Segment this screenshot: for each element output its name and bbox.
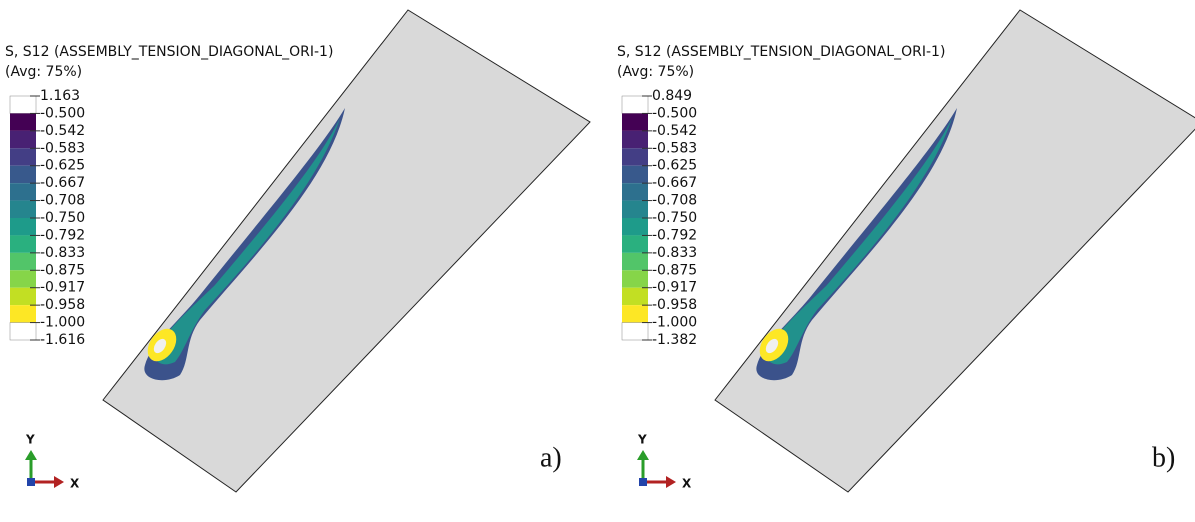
legend-swatch xyxy=(10,218,36,235)
legend-label: -0.833 xyxy=(40,245,85,261)
legend-label: -0.542 xyxy=(652,123,697,139)
legend-swatch xyxy=(10,166,36,183)
legend-label: -0.958 xyxy=(40,297,85,313)
legend-label: -1.616 xyxy=(40,332,85,348)
legend-label: 0.849 xyxy=(652,88,692,104)
legend-swatch xyxy=(622,131,648,148)
axis-y-label: Y xyxy=(25,433,35,447)
legend-swatch xyxy=(622,148,648,165)
legend-label: -0.708 xyxy=(40,193,85,209)
legend-label: -0.500 xyxy=(652,105,697,121)
panel-label: b) xyxy=(1152,442,1175,473)
legend-swatch xyxy=(622,305,648,322)
axis-x-label: X xyxy=(682,477,692,491)
legend-label: 1.163 xyxy=(40,88,80,104)
legend-swatch xyxy=(10,96,36,113)
plate xyxy=(715,10,1195,492)
legend-label: -0.917 xyxy=(652,280,697,296)
legend-swatch xyxy=(10,305,36,322)
legend-label: -0.792 xyxy=(40,227,85,243)
legend-swatch xyxy=(10,131,36,148)
panel-label: a) xyxy=(540,442,562,473)
plate xyxy=(103,10,590,492)
legend-label: -0.958 xyxy=(652,297,697,313)
legend-swatch xyxy=(10,253,36,270)
legend-swatch xyxy=(622,323,648,340)
legend-swatch xyxy=(622,288,648,305)
legend-label: -0.917 xyxy=(40,280,85,296)
legend-swatch xyxy=(622,201,648,218)
legend-label: -1.000 xyxy=(652,315,697,331)
legend-label: -0.583 xyxy=(40,140,85,156)
legend-swatch xyxy=(10,323,36,340)
z-marker xyxy=(639,478,647,486)
x-arrow-head xyxy=(54,476,64,488)
legend-swatch xyxy=(622,218,648,235)
legend-swatch xyxy=(10,201,36,218)
legend-swatch xyxy=(10,288,36,305)
legend-swatch xyxy=(622,235,648,252)
legend-label: -0.708 xyxy=(652,193,697,209)
legend-label: -0.542 xyxy=(40,123,85,139)
legend-label: -0.667 xyxy=(40,175,85,191)
legend-label: -0.750 xyxy=(652,210,697,226)
legend-swatch xyxy=(10,183,36,200)
legend-label: -0.875 xyxy=(40,262,85,278)
legend-label: -1.382 xyxy=(652,332,697,348)
legend-label: -0.500 xyxy=(40,105,85,121)
legend-label: -0.583 xyxy=(652,140,697,156)
legend-swatch xyxy=(622,270,648,287)
legend-swatch xyxy=(10,113,36,130)
legend-swatch xyxy=(622,113,648,130)
legend-label: -1.000 xyxy=(40,315,85,331)
legend-swatch xyxy=(10,270,36,287)
legend-swatch xyxy=(622,183,648,200)
legend-label: -0.833 xyxy=(652,245,697,261)
axis-x-label: X xyxy=(70,477,80,491)
legend-swatch xyxy=(622,166,648,183)
legend-label: -0.625 xyxy=(40,158,85,174)
y-arrow-head xyxy=(637,450,649,460)
figure: S, S12 (ASSEMBLY_TENSION_DIAGONAL_ORI-1)… xyxy=(0,0,1195,522)
legend-subtitle: (Avg: 75%) xyxy=(5,64,82,80)
legend-title: S, S12 (ASSEMBLY_TENSION_DIAGONAL_ORI-1) xyxy=(617,44,945,60)
legend-label: -0.750 xyxy=(40,210,85,226)
legend-label: -0.792 xyxy=(652,227,697,243)
x-arrow-head xyxy=(666,476,676,488)
legend-label: -0.667 xyxy=(652,175,697,191)
legend-swatch xyxy=(622,253,648,270)
panel: S, S12 (ASSEMBLY_TENSION_DIAGONAL_ORI-1)… xyxy=(617,10,1195,492)
panel: S, S12 (ASSEMBLY_TENSION_DIAGONAL_ORI-1)… xyxy=(5,10,590,492)
legend-label: -0.625 xyxy=(652,158,697,174)
axis-y-label: Y xyxy=(637,433,647,447)
y-arrow-head xyxy=(25,450,37,460)
legend-swatch xyxy=(622,96,648,113)
legend-swatch xyxy=(10,235,36,252)
legend-title: S, S12 (ASSEMBLY_TENSION_DIAGONAL_ORI-1) xyxy=(5,44,333,60)
legend-swatch xyxy=(10,148,36,165)
legend-label: -0.875 xyxy=(652,262,697,278)
z-marker xyxy=(27,478,35,486)
legend-subtitle: (Avg: 75%) xyxy=(617,64,694,80)
